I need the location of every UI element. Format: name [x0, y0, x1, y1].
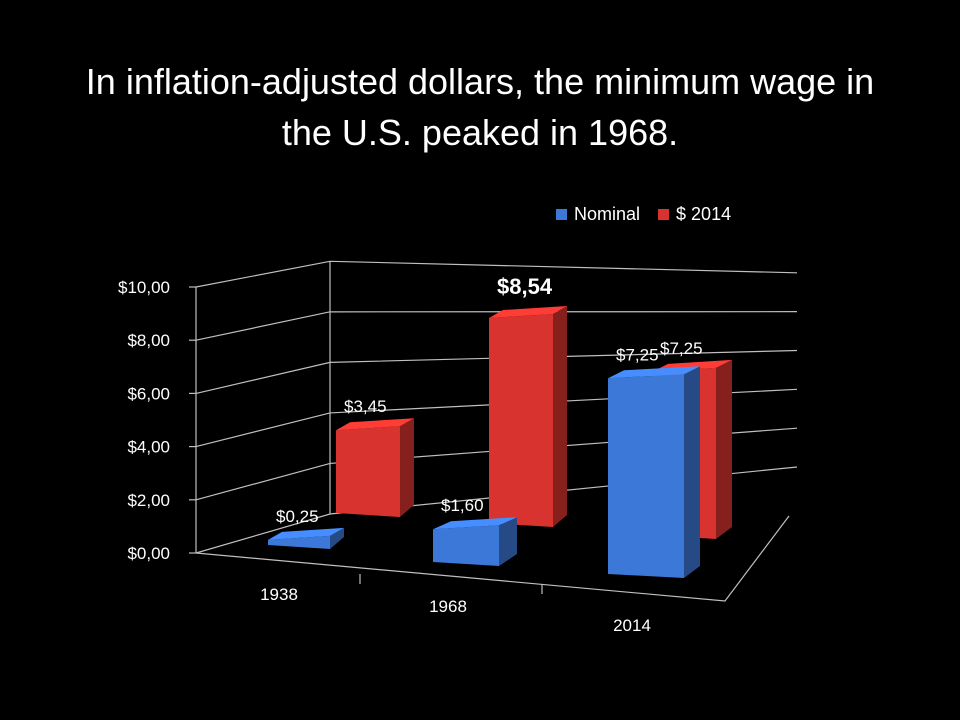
x-tick-label-1938: 1938 — [260, 585, 298, 604]
bar-front-face — [268, 535, 330, 549]
bar-front-face — [336, 426, 400, 517]
bar-2014-1938 — [336, 418, 414, 517]
bar-side-face — [499, 517, 517, 566]
data-label-2014-1938: $3,45 — [344, 397, 387, 416]
x-tick-label-1968: 1968 — [429, 597, 467, 616]
bar-nominal-1968 — [433, 517, 517, 566]
legend-label-nominal: Nominal — [574, 204, 641, 224]
bar-top-face — [433, 517, 517, 530]
legend-swatch-2014-dollars — [658, 209, 670, 220]
bar-front-face — [489, 314, 553, 527]
data-labels: $3,45 $8,54 $7,25 $0,25 $1,60 $7,25 — [276, 274, 703, 526]
y-axis-tick-labels: $0,00 $2,00 $4,00 $6,00 $8,00 $10,00 — [118, 278, 170, 563]
data-label-nominal-1968: $1,60 — [441, 496, 484, 515]
legend-swatch-nominal — [556, 209, 567, 220]
bar-front-face — [433, 525, 499, 566]
chart-legend: Nominal $ 2014 — [556, 204, 731, 225]
data-label-2014-2014: $7,25 — [660, 339, 703, 358]
y-tick-label-0-00: $0,00 — [127, 544, 170, 563]
x-tick-label-2014: 2014 — [613, 616, 651, 635]
bar-side-face — [684, 366, 700, 578]
data-label-nominal-1938: $0,25 — [276, 507, 319, 526]
floor-edge — [195, 515, 790, 602]
bar-front-face — [608, 374, 684, 578]
bar-top-face — [268, 527, 344, 540]
bar-side-face — [553, 306, 567, 527]
bar-side-face — [716, 359, 732, 539]
gridline — [195, 260, 798, 288]
data-label-2014-1968: $8,54 — [497, 274, 553, 299]
legend-label-2014-dollars: $ 2014 — [676, 204, 732, 224]
chart-title: In inflation-adjusted dollars, the minim… — [85, 61, 875, 153]
bar-top-face — [608, 366, 700, 379]
y-tick-label-4-00: $4,00 — [127, 438, 170, 457]
bar-2014-1968 — [489, 306, 567, 527]
legend-item-2014-dollars: $ 2014 — [658, 204, 731, 225]
bar-top-face — [489, 306, 567, 319]
bar-nominal-1938 — [268, 527, 344, 549]
bar-side-face — [330, 527, 344, 549]
y-tick-label-2-00: $2,00 — [127, 491, 170, 510]
bar-nominal-2014 — [608, 366, 700, 578]
chart-bars — [268, 306, 732, 578]
y-tick-label-10-00: $10,00 — [118, 278, 170, 297]
y-tick-label-8-00: $8,00 — [127, 331, 170, 350]
y-tick-label-6-00: $6,00 — [127, 384, 170, 403]
data-label-nominal-2014: $7,25 — [616, 345, 659, 364]
x-axis-tick-labels: 1938 1968 2014 — [260, 585, 651, 635]
bar-side-face — [400, 418, 414, 517]
legend-item-nominal: Nominal — [556, 204, 640, 225]
bar-top-face — [336, 418, 414, 431]
